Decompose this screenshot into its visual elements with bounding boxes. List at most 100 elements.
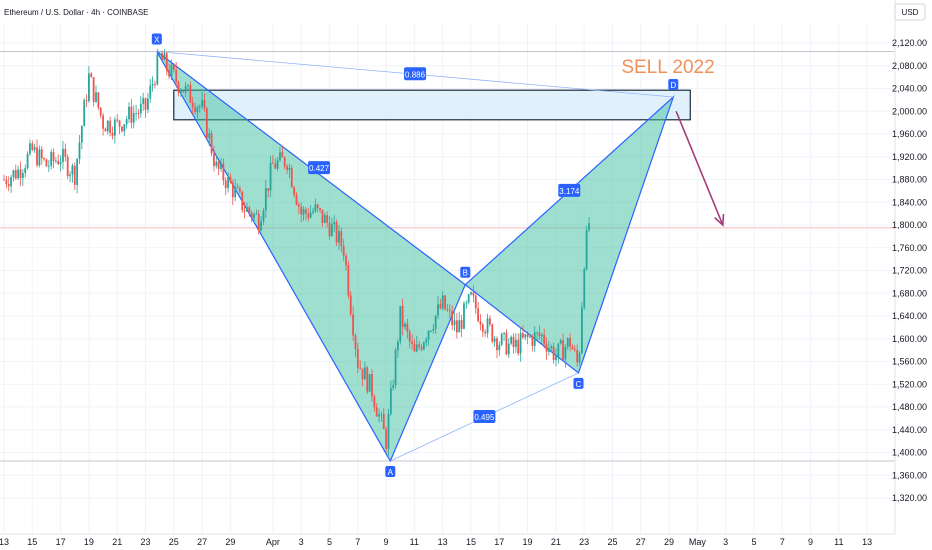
candle-body	[189, 85, 192, 103]
sell-zone-box[interactable]	[173, 89, 691, 121]
candle-body	[319, 208, 321, 210]
candle-body	[588, 223, 590, 230]
candle-body	[316, 204, 319, 209]
candle-body	[491, 324, 494, 342]
candle-body	[361, 368, 364, 380]
candle-body	[335, 222, 338, 243]
candle-body	[470, 292, 472, 295]
candle-body	[283, 157, 286, 167]
candle-body	[425, 339, 428, 343]
candle-body	[352, 314, 355, 336]
price-axis[interactable]: 2,120.00 2,080.00 2,040.00 2,000.00 1,960.00…	[892, 0, 932, 550]
horizontal-levels	[0, 51, 895, 462]
price-tick-label: 1,720.00	[892, 266, 927, 276]
candle-body	[385, 429, 388, 449]
candle-body	[286, 166, 288, 170]
price-tick-label: 1,320.00	[892, 493, 927, 503]
candle-body	[500, 334, 503, 345]
candle-body	[170, 64, 173, 77]
ratio-label-bg	[308, 161, 331, 175]
candle-body	[484, 331, 487, 334]
candle-body	[116, 119, 119, 121]
price-tick-label: 1,400.00	[892, 448, 927, 458]
candle-body	[165, 53, 168, 70]
time-axis[interactable]: 13 15 17 19 21 23 25 27 29 Apr 3 5 7 9 11 13 15 17 19 21 23 2…	[0, 533, 895, 547]
candle-body	[257, 213, 260, 231]
candle-body	[543, 334, 546, 345]
candle-body	[340, 231, 343, 247]
candle-body	[293, 187, 296, 195]
candle-body	[135, 113, 137, 114]
ratio-label-bg	[473, 409, 496, 423]
harmonic-pattern[interactable]	[156, 51, 675, 463]
candle-body	[312, 211, 314, 213]
price-tick-label: 1,560.00	[892, 357, 927, 367]
arrow-head[interactable]	[714, 213, 725, 227]
currency-selector[interactable]: USD	[894, 3, 926, 21]
candle-body	[413, 343, 416, 352]
candle-body	[583, 269, 586, 308]
candle-body	[224, 180, 227, 189]
candle-body	[78, 142, 81, 159]
candle-body	[307, 213, 310, 218]
candle-body	[279, 152, 281, 161]
candle-body	[177, 81, 180, 93]
candle-body	[375, 407, 378, 417]
candle-body	[552, 346, 555, 361]
time-tick-label: 25	[607, 537, 617, 547]
bcd-triangle[interactable]	[464, 95, 675, 374]
candle-body	[338, 231, 340, 243]
candle-body	[187, 85, 189, 86]
candle-body	[326, 215, 329, 223]
candle-body	[201, 99, 204, 107]
candle-body	[182, 91, 185, 93]
price-tick-label: 1,520.00	[892, 379, 927, 389]
candle-body	[217, 161, 220, 170]
candle-body	[585, 229, 588, 270]
time-tick-label: 23	[579, 537, 589, 547]
candle-body	[198, 106, 201, 108]
candle-body	[566, 338, 569, 347]
price-tick-label: 2,040.00	[892, 84, 927, 94]
sell-zone[interactable]	[173, 89, 691, 121]
candle-body	[354, 335, 357, 349]
time-tick-label: 11	[834, 537, 843, 547]
candle-body	[5, 179, 8, 184]
candle-body	[90, 73, 93, 78]
candle-body	[302, 209, 305, 215]
candle-body	[99, 107, 102, 116]
candle-body	[420, 346, 423, 350]
candle-body	[531, 336, 534, 346]
ratio-label-bg	[558, 183, 581, 197]
candle-body	[17, 169, 20, 179]
candle-body	[73, 165, 76, 185]
point-label-a: A	[388, 468, 394, 477]
candle-body	[448, 310, 451, 312]
arrow-shaft[interactable]	[675, 110, 724, 226]
time-tick-label: 29	[664, 537, 674, 547]
candle-body	[144, 98, 147, 110]
candle-body	[234, 187, 237, 198]
sell-annotation: SELL 2022	[621, 57, 714, 78]
candle-body	[31, 143, 34, 150]
candle-body	[571, 346, 574, 350]
candle-body	[151, 83, 154, 86]
candle-body	[305, 209, 307, 214]
time-tick-label: 17	[494, 537, 504, 547]
candle-body	[274, 163, 277, 169]
candle-body	[328, 222, 331, 237]
candle-body	[40, 149, 43, 159]
time-tick-label: 11	[410, 537, 419, 547]
candle-body	[526, 334, 529, 337]
candle-body	[76, 158, 79, 185]
candle-body	[262, 210, 265, 222]
candle-body	[3, 179, 5, 181]
price-axis-bg[interactable]	[895, 0, 932, 550]
candle-body	[345, 255, 347, 266]
time-tick-label: 15	[466, 537, 476, 547]
candle-body	[196, 107, 199, 113]
projection-arrow[interactable]	[675, 110, 725, 227]
candle-body	[125, 119, 128, 125]
